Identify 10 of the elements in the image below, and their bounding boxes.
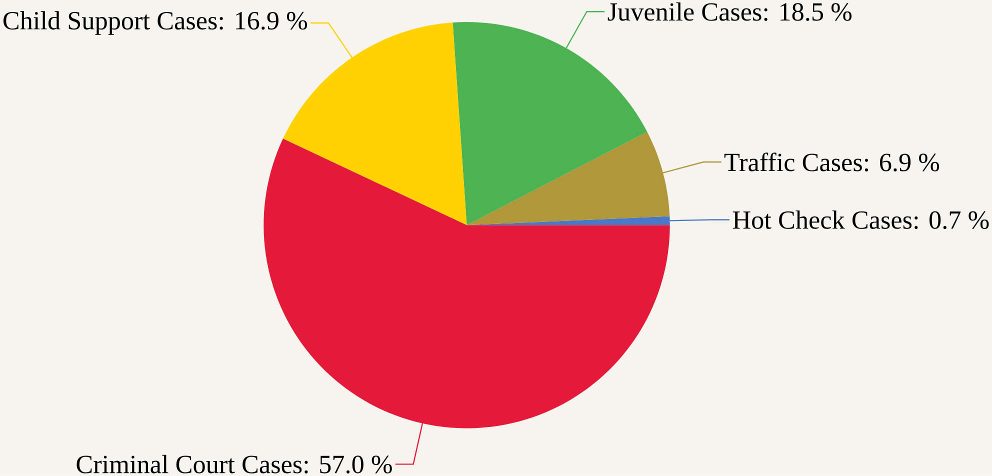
slice-label: Juvenile Cases bbox=[608, 2, 762, 21]
slice-label: Hot Check Cases bbox=[732, 210, 912, 229]
data-label: : 6.9 % bbox=[864, 154, 940, 172]
slice-label: Traffic Cases bbox=[724, 152, 862, 172]
data-label: : 16.9 % bbox=[220, 12, 308, 30]
data-label: : 0.7 % bbox=[914, 211, 989, 230]
data-label: : 57.0 % bbox=[304, 456, 392, 474]
slice-label: Child Support Cases bbox=[3, 11, 217, 35]
data-label: : 18.5 % bbox=[764, 3, 852, 21]
slice-label: Criminal Court Cases bbox=[76, 454, 302, 474]
